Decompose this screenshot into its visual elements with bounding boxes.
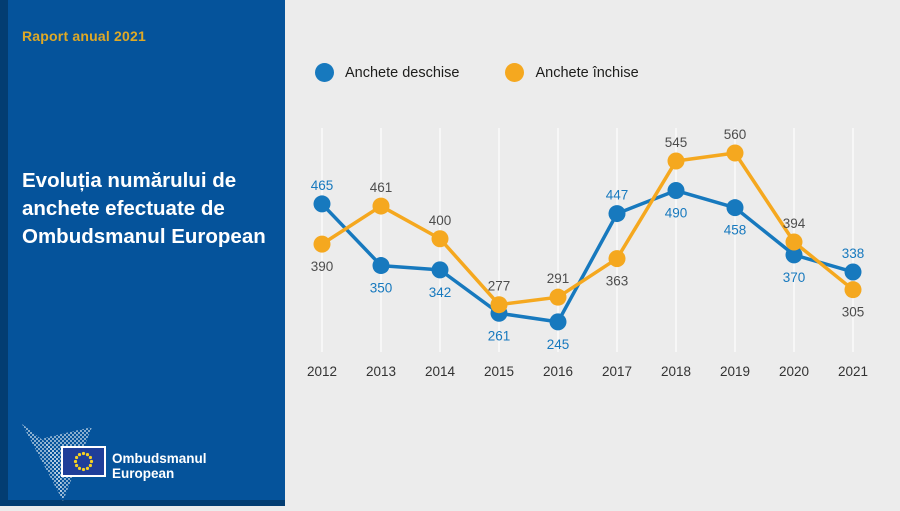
value-label: 465 (311, 178, 334, 193)
value-label: 261 (488, 328, 511, 343)
x-tick-label: 2020 (779, 364, 809, 379)
value-label: 350 (370, 281, 393, 296)
legend-item-anchete-inchise: Anchete închise (505, 63, 639, 82)
legend-dot-open-icon (315, 63, 334, 82)
x-tick-label: 2021 (838, 364, 868, 379)
series-line (321, 151, 855, 307)
x-tick-label: 2016 (543, 364, 573, 379)
data-point-marker (431, 261, 449, 279)
page-title: Evoluția numărului de anchete efectuate … (22, 167, 277, 251)
logo-org-name-line-2: European (112, 466, 174, 481)
legend-item-anchete-deschise: Anchete deschise (315, 63, 459, 82)
value-label: 400 (429, 213, 452, 228)
data-point-marker (608, 205, 626, 223)
data-point-marker (372, 257, 390, 275)
chart-legend: Anchete deschise Anchete închise (315, 63, 639, 82)
x-tick-label: 2015 (484, 364, 514, 379)
data-point-marker (608, 250, 626, 268)
data-point-marker (372, 197, 390, 215)
data-point-marker (549, 313, 567, 331)
value-label: 458 (724, 223, 747, 238)
value-label: 447 (606, 188, 629, 203)
page-title-line-3: Ombudsmanul European (22, 225, 266, 248)
eu-flag-stars (73, 451, 94, 472)
ombudsman-logo: Ombudsmanul European (22, 424, 207, 501)
series-line (320, 188, 854, 324)
line-chart: 2012 2013 2014 2015 2016 2017 2018 2019 2020 2021… (307, 127, 868, 379)
value-label: 363 (606, 274, 629, 289)
data-point-marker (785, 246, 803, 264)
value-label: 545 (665, 135, 688, 150)
value-label: 338 (842, 246, 865, 261)
legend-dot-closed-icon (505, 63, 525, 82)
value-label: 560 (724, 127, 747, 142)
panel-bottom-edge (0, 500, 285, 506)
data-point-marker (726, 144, 744, 162)
panel-left-edge (0, 0, 8, 506)
data-point-marker (667, 152, 685, 170)
value-label: 394 (783, 216, 806, 231)
legend-label-open: Anchete deschise (345, 64, 460, 81)
data-point-marker (726, 199, 744, 217)
data-point-marker (490, 296, 508, 314)
value-label: 342 (429, 285, 452, 300)
x-tick-label: 2019 (720, 364, 750, 379)
page-title-line-2: anchete efectuate de (22, 197, 225, 220)
value-label: 370 (783, 270, 806, 285)
value-label: 490 (665, 206, 688, 221)
value-label: 390 (311, 259, 334, 274)
data-point-marker (431, 230, 449, 248)
value-label: 305 (842, 305, 865, 320)
eu-flag-icon (61, 446, 106, 477)
value-label: 277 (488, 279, 511, 294)
data-point-marker (844, 281, 862, 299)
value-label: 461 (370, 180, 393, 195)
page-title-line-1: Evoluția numărului de (22, 169, 237, 192)
chart-panel: Anchete deschise Anchete închise 2012 201… (285, 0, 900, 506)
value-label: 291 (547, 271, 570, 286)
data-point-marker (785, 233, 803, 251)
logo-org-name-line-1: Ombudsmanul (112, 451, 207, 466)
data-point-marker (313, 195, 331, 213)
x-tick-label: 2018 (661, 364, 691, 379)
x-tick-label: 2012 (307, 364, 337, 379)
data-point-marker (667, 182, 685, 200)
legend-label-closed: Anchete închise (535, 64, 639, 81)
value-label: 245 (547, 337, 570, 352)
data-point-marker (549, 288, 567, 306)
data-point-marker (844, 263, 862, 281)
x-tick-label: 2013 (366, 364, 396, 379)
x-tick-label: 2017 (602, 364, 632, 379)
x-tick-label: 2014 (425, 364, 456, 379)
sidebar-panel: Raport anual 2021 Evoluția numărului de … (0, 0, 285, 506)
report-year-label: Raport anual 2021 (22, 28, 146, 44)
data-point-marker (313, 235, 331, 253)
